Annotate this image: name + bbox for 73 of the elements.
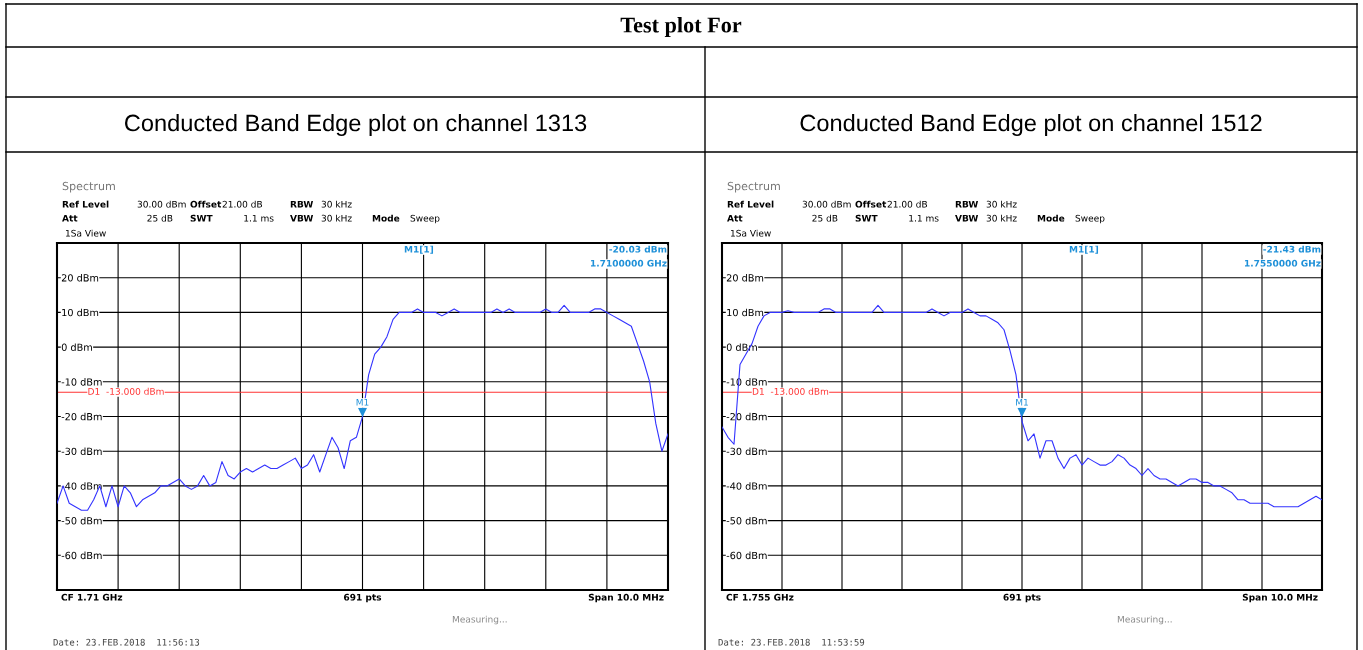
y-tick-label: -40 dBm (61, 482, 102, 490)
annotation: 1.7100000 GHz (590, 259, 667, 267)
y-tick-label: -20 dBm (61, 412, 102, 421)
annotation: M1 (356, 398, 369, 406)
text: Att (727, 214, 743, 222)
text: Offset (190, 200, 222, 208)
text: Span 10.0 MHz (588, 593, 664, 603)
y-tick-label: -60 dBm (726, 551, 767, 560)
annotation: M1 (1016, 398, 1028, 406)
text: Measuring... (1117, 615, 1172, 625)
text: Spectrum (727, 181, 780, 193)
text: 30.00 dBm (802, 200, 851, 208)
text: 30 kHz (986, 200, 1017, 208)
chart-title: Conducted Band Edge plot on channel 1512 (800, 114, 1262, 137)
text: Att (62, 214, 78, 222)
y-tick-label: -10 dBm (61, 378, 102, 386)
text: Span 10.0 MHz (1242, 593, 1318, 603)
annotation: -20.03 dBm (609, 245, 667, 253)
y-tick-label: -40 dBm (726, 482, 767, 490)
y-tick-label: -30 dBm (61, 447, 102, 456)
text: Date: 23.FEB.2018 11:53:59 (718, 638, 865, 646)
y-tick-label: 10 dBm (62, 308, 99, 317)
y-tick-label: -20 dBm (726, 412, 767, 421)
annotation: 1.7550000 GHz (1244, 259, 1321, 267)
chart-title: Conducted Band Edge plot on channel 1313 (125, 114, 587, 137)
text: Mode (372, 214, 400, 222)
text: CF 1.755 GHz (726, 593, 794, 601)
text: 30.00 dBm (137, 200, 186, 208)
text: RBW (955, 200, 979, 208)
ref-line-label: D1 -13.000 dBm (88, 387, 164, 395)
text: 30 kHz (986, 214, 1017, 222)
ref-line-label: D1 -13.000 dBm (752, 387, 829, 395)
text: 21.00 dB (887, 200, 927, 208)
text: 25 dB (147, 214, 173, 222)
line-series (722, 304, 1322, 508)
text: RBW (290, 200, 314, 208)
y-tick-label: 10 dBm (727, 308, 764, 317)
text: SWT (855, 214, 878, 222)
text: 691 pts (343, 593, 382, 603)
annotation: M1[1] (404, 245, 434, 254)
y-tick-label: 0 dBm (61, 343, 92, 351)
y-tick-label: -50 dBm (61, 516, 102, 525)
text: VBW (290, 214, 314, 222)
text: 1.1 ms (909, 214, 939, 222)
annotation: -21.43 dBm (1263, 245, 1321, 253)
text: VBW (955, 214, 979, 222)
y-tick-label: -50 dBm (726, 516, 767, 525)
text: 21.00 dB (222, 200, 262, 208)
text: 691 pts (1003, 593, 1041, 603)
text: 1Sa View (65, 229, 106, 237)
text: 25 dB (812, 214, 838, 222)
text: Offset (855, 200, 887, 208)
text: Spectrum (62, 181, 115, 193)
line-series (57, 304, 668, 511)
text: 30 kHz (321, 214, 352, 222)
text: Ref Level (62, 200, 109, 208)
text: Mode (1037, 214, 1065, 222)
text: CF 1.71 GHz (61, 593, 123, 601)
text: Measuring... (452, 615, 507, 625)
text: 1.1 ms (244, 214, 274, 222)
text: Date: 23.FEB.2018 11:56:13 (53, 638, 200, 646)
y-tick-label: -30 dBm (726, 447, 767, 456)
text: Test plot For (620, 16, 742, 38)
text: Ref Level (727, 200, 774, 208)
text: Sweep (410, 214, 440, 224)
text: 30 kHz (321, 200, 352, 208)
text: Sweep (1075, 214, 1105, 224)
y-tick-label: 20 dBm (726, 274, 764, 282)
text: 1Sa View (730, 229, 771, 237)
y-tick-label: 20 dBm (61, 274, 99, 282)
text: SWT (190, 214, 213, 222)
annotation: M1[1] (1069, 245, 1099, 254)
y-tick-label: -60 dBm (61, 551, 102, 560)
